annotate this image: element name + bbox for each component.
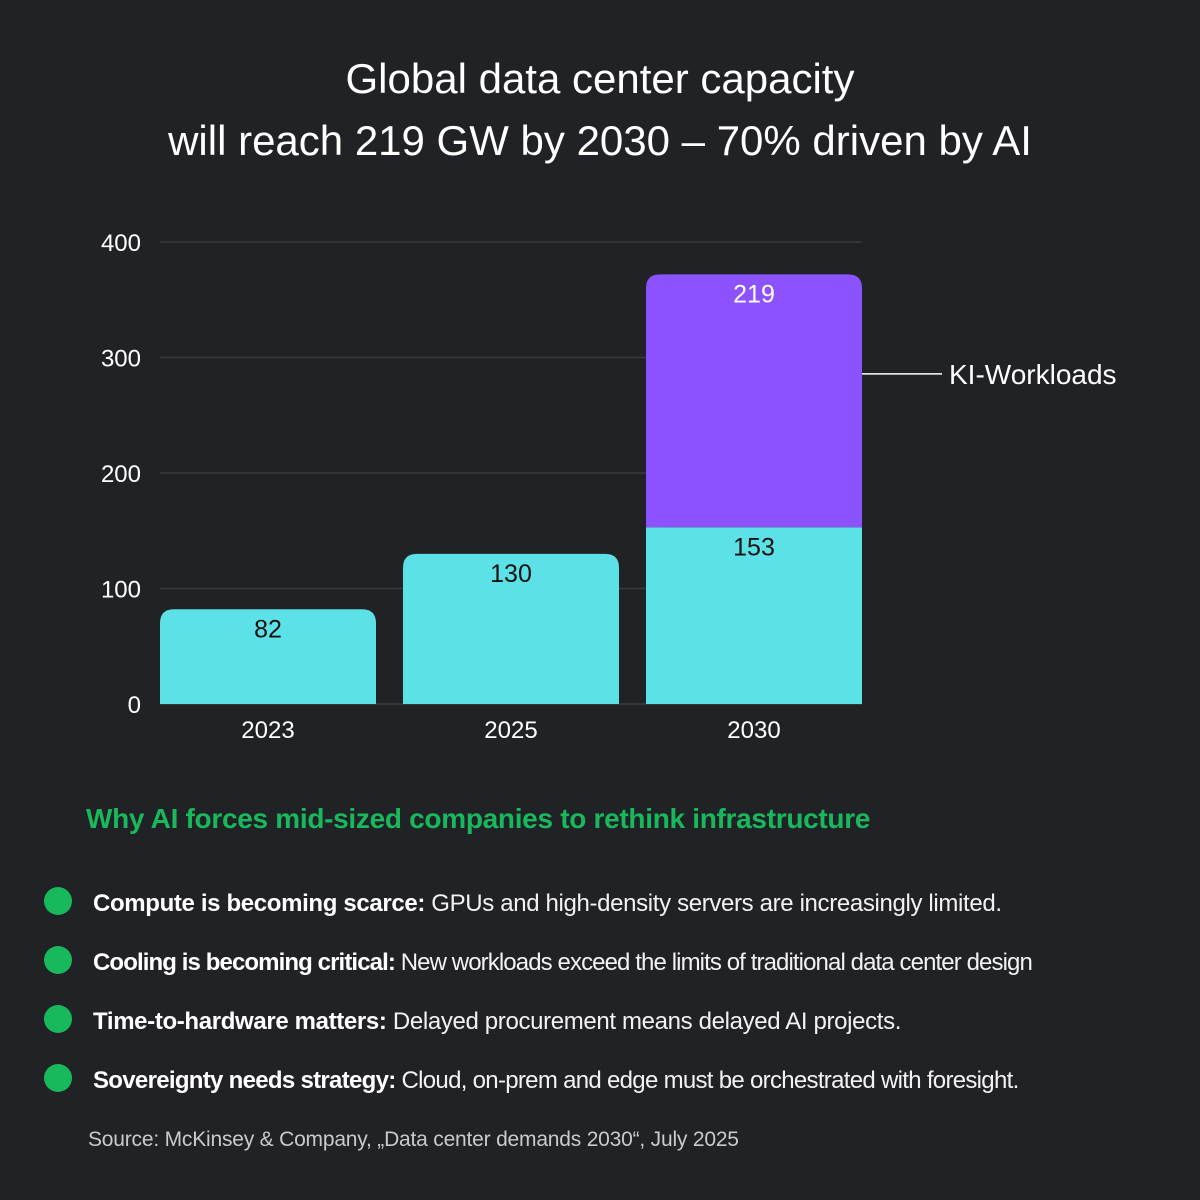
- section-heading: Why AI forces mid-sized companies to ret…: [86, 803, 871, 834]
- bullet-body: GPUs and high-density servers are increa…: [424, 889, 1002, 917]
- y-tick-label: 300: [101, 346, 141, 373]
- source-note: Source: McKinsey & Company, „Data center…: [88, 1128, 739, 1151]
- bullet-item: Time-to-hardware matters: Delayed procur…: [44, 992, 1194, 1051]
- chart-title: Global data center capacity will reach 2…: [0, 48, 1200, 172]
- bullet-body: New workloads exceed the limits of tradi…: [394, 948, 1033, 976]
- x-tick-label: 2023: [241, 717, 294, 744]
- bullet-body: Cloud, on-prem and edge must be orchestr…: [395, 1066, 1020, 1094]
- bullet-item: Cooling is becoming critical: New worklo…: [44, 933, 1194, 992]
- bar-base: [160, 609, 376, 704]
- bar-base: [403, 553, 619, 704]
- data-label: 153: [733, 533, 775, 561]
- bullet-bold: Cooling is becoming critical:: [93, 948, 396, 976]
- bullet-text: Compute is becoming scarce: GPUs and hig…: [93, 890, 1002, 918]
- bar-ki-workloads: [646, 274, 862, 528]
- bullet-dot-icon: [44, 886, 72, 915]
- bullet-bold: Sovereignty needs strategy:: [93, 1066, 396, 1094]
- bullet-dot-icon: [44, 945, 72, 974]
- chart-title-line-2: will reach 219 GW by 2030 – 70% driven b…: [168, 117, 1032, 164]
- annotation-label: KI-Workloads: [949, 359, 1117, 390]
- x-tick-label: 2025: [484, 717, 537, 744]
- data-label: 130: [490, 560, 532, 588]
- y-tick-label: 0: [128, 692, 141, 719]
- bullet-text: Time-to-hardware matters: Delayed procur…: [93, 1008, 901, 1036]
- bullet-item: Sovereignty needs strategy: Cloud, on-pr…: [44, 1051, 1194, 1110]
- bullet-item: Compute is becoming scarce: GPUs and hig…: [44, 874, 1194, 933]
- bullet-text: Sovereignty needs strategy: Cloud, on-pr…: [93, 1067, 1019, 1095]
- bar-chart: 0 100 200 300 400 82 2023 130 2025 153 219 KI-Workl…: [101, 230, 1117, 744]
- bullet-body: Delayed procurement means delayed AI pro…: [386, 1007, 902, 1035]
- chart-title-line-1: Global data center capacity: [345, 55, 855, 102]
- bar-base: [646, 527, 862, 704]
- x-tick-label: 2030: [727, 717, 780, 744]
- bullet-list: Compute is becoming scarce: GPUs and hig…: [44, 874, 1194, 1110]
- data-label: 219: [733, 280, 775, 308]
- y-tick-label: 200: [101, 461, 141, 488]
- bullet-bold: Time-to-hardware matters:: [93, 1007, 387, 1035]
- y-tick-label: 100: [101, 577, 141, 604]
- bullet-text: Cooling is becoming critical: New worklo…: [93, 948, 1033, 977]
- bullet-dot-icon: [44, 1063, 72, 1092]
- y-tick-label: 400: [101, 230, 141, 257]
- data-label: 82: [254, 615, 282, 643]
- bullet-dot-icon: [44, 1004, 72, 1033]
- bullet-bold: Compute is becoming scarce:: [93, 889, 425, 917]
